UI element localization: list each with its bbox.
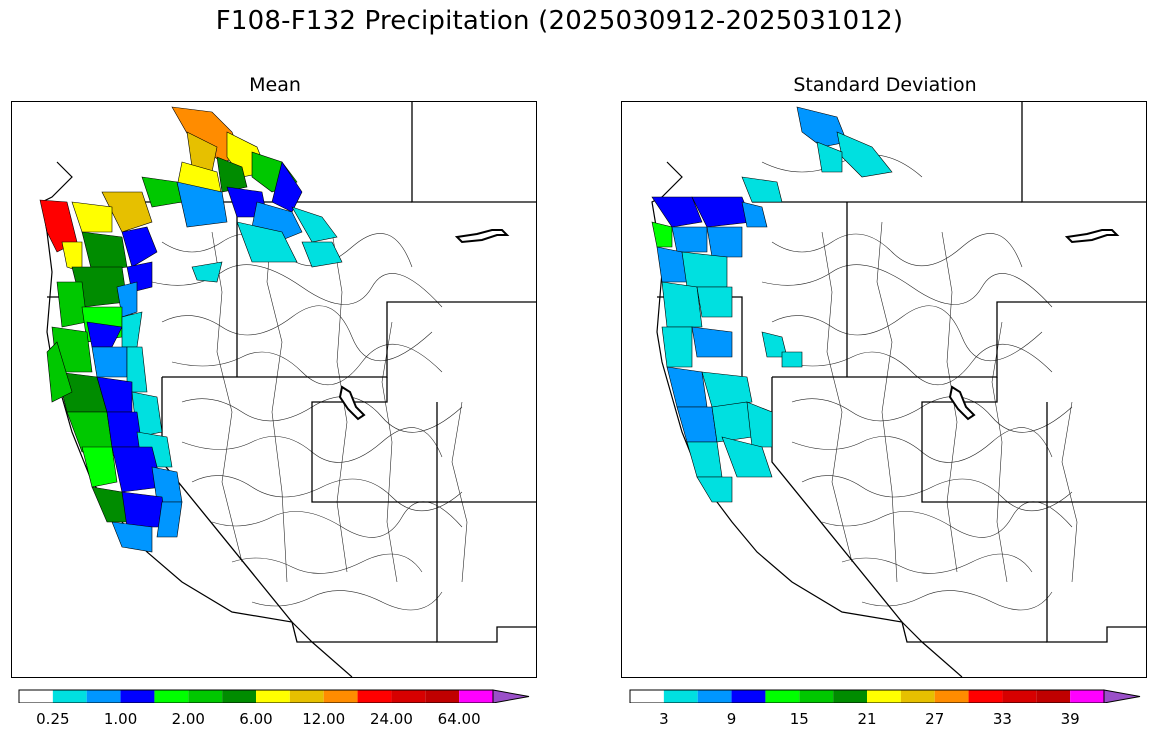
colorbar-segment xyxy=(1070,690,1104,703)
colorbar-tick-label: 27 xyxy=(925,710,945,728)
colorbar-segment xyxy=(900,690,935,703)
colorbar-segment xyxy=(833,690,867,703)
colorbar-segment xyxy=(120,690,155,703)
colorbar-extend-arrow xyxy=(1103,689,1141,703)
colorbar-segment xyxy=(731,690,766,703)
colorbar-border xyxy=(18,689,494,703)
colorbar-segment xyxy=(154,690,189,703)
basin-boundaries xyxy=(761,154,1078,611)
colorbar-segment xyxy=(357,690,392,703)
colorbar-segment xyxy=(968,690,1003,703)
colorbar-tick-label: 9 xyxy=(726,710,737,728)
colorbar-segment xyxy=(188,690,223,703)
mean-colorbar-labels: 0.25 1.00 2.00 6.00 12.00 24.00 64.00 xyxy=(18,710,533,730)
colorbar-segment xyxy=(934,690,969,703)
colorbar-segment xyxy=(86,690,121,703)
mean-panel-title: Mean xyxy=(249,74,301,96)
colorbar-tick-label: 24.00 xyxy=(369,710,413,728)
stddev-colorbar-labels: 3 9 15 21 27 33 39 xyxy=(629,710,1144,730)
colorbar-segment xyxy=(391,690,426,703)
colorbar-tick-label: 6.00 xyxy=(239,710,273,728)
basin-boundaries xyxy=(151,221,468,611)
state-boundaries xyxy=(657,102,1146,643)
colorbar-tick-label: 1.00 xyxy=(103,710,138,728)
mean-map-svg xyxy=(39,102,536,677)
colorbar-segment xyxy=(1002,690,1037,703)
figure-title: F108-F132 Precipitation (2025030912-2025… xyxy=(215,6,904,36)
colorbar-segment xyxy=(765,690,800,703)
colorbar-segment xyxy=(867,690,901,703)
mean-colorbar xyxy=(18,689,530,703)
colorbar-tick-label: 33 xyxy=(992,710,1012,728)
stddev-panel-title: Standard Deviation xyxy=(793,74,977,96)
colorbar-tick-label: 39 xyxy=(1060,710,1080,728)
colorbar-segment xyxy=(1036,690,1071,703)
stddev-map xyxy=(621,101,1147,678)
colorbar-segment xyxy=(19,690,53,703)
colorbar-border xyxy=(629,689,1105,703)
mean-map xyxy=(11,101,537,678)
colorbar-tick-label: 64.00 xyxy=(437,710,481,728)
colorbar-segment xyxy=(222,690,256,703)
stddev-colorbar xyxy=(629,689,1141,703)
colorbar-tick-label: 3 xyxy=(659,710,669,728)
colorbar-tick-label: 21 xyxy=(857,710,877,728)
colorbar-segment xyxy=(663,690,698,703)
colorbar-tick-label: 2.00 xyxy=(171,710,205,728)
colorbar-segment xyxy=(323,690,358,703)
colorbar-segment xyxy=(425,690,460,703)
colorbar-segment xyxy=(289,690,324,703)
colorbar-tick-label: 15 xyxy=(789,710,809,728)
colorbar-segment xyxy=(630,690,664,703)
colorbar-tick-label: 0.25 xyxy=(36,710,70,728)
colorbar-segment xyxy=(52,690,87,703)
stddev-map-svg xyxy=(651,102,1146,677)
colorbar-segment xyxy=(256,690,290,703)
colorbar-extend-arrow xyxy=(492,689,530,703)
colorbar-segment xyxy=(697,690,732,703)
colorbar-segment xyxy=(799,690,834,703)
colorbar-tick-label: 12.00 xyxy=(302,710,346,728)
colorbar-segment xyxy=(459,690,493,703)
